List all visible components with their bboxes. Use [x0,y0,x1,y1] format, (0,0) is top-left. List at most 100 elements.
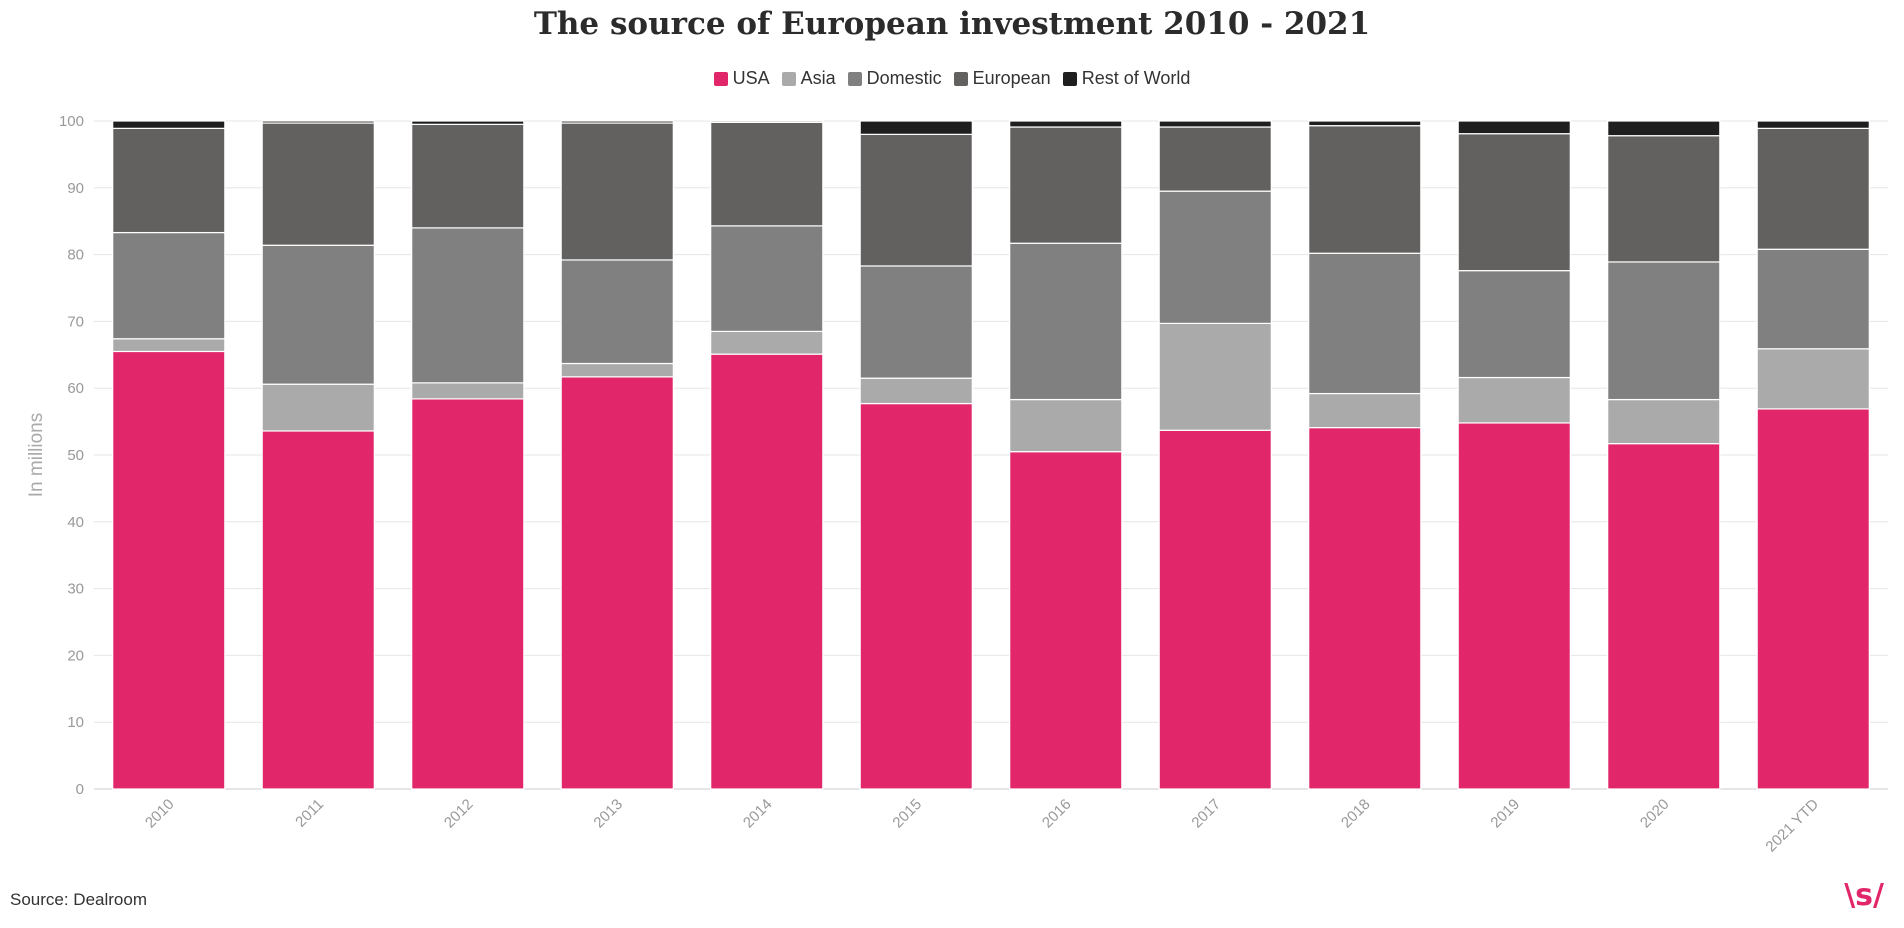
bar-segment [710,225,824,333]
y-tick-label: 30 [67,581,84,598]
x-tick-label: 2015 [889,796,925,832]
y-tick-label: 80 [67,247,84,264]
y-tick-label: 50 [67,447,84,464]
chart-title: The source of European investment 2010 -… [533,6,1371,42]
bar-segment [710,353,824,790]
legend-item[interactable]: Asia [781,68,836,89]
bar-segment [1308,392,1422,429]
legend-item[interactable]: Domestic [847,68,942,89]
bar-segment [411,120,525,125]
bar-segment [1158,322,1272,431]
y-tick-label: 10 [67,714,84,731]
bar-segment [1756,127,1870,250]
source-note: Source: Dealroom [10,890,148,909]
bar-segment [859,377,973,405]
bar-segment [112,338,226,353]
x-tick-label: 2017 [1188,796,1224,832]
legend-label: Domestic [866,68,942,88]
y-tick-label: 100 [59,113,84,130]
bar-segment [1756,248,1870,350]
bar-segment [1009,451,1123,790]
bar-segment [560,376,674,790]
y-tick-label: 20 [67,647,84,664]
y-tick-label: 90 [67,180,84,197]
legend-label: Asia [800,68,836,88]
legend-swatch [953,71,968,86]
legend-swatch [847,71,862,86]
bar-segment [1457,422,1571,790]
bar-segment [710,330,824,355]
bar-segment [710,120,824,123]
bar-segment [560,120,674,124]
x-tick-label: 2019 [1487,796,1523,832]
y-axis-label: In millions [26,413,47,497]
bar-segment [1607,120,1721,137]
legend-label: European [972,68,1051,88]
bar-segment [1009,126,1123,244]
bar-segment [261,383,375,432]
bar-segment [560,259,674,365]
bar-segment [859,120,973,135]
bar-segment [710,121,824,227]
y-tick-label: 60 [67,380,84,397]
bar-segment [859,133,973,267]
bar-segment [1756,348,1870,410]
bar-segment [1607,443,1721,790]
legend-item[interactable]: USA [713,68,770,89]
legend-label: USA [732,68,770,88]
bar-segment [560,362,674,378]
x-tick-label: 2012 [441,796,477,832]
bar-segment [112,127,226,234]
bar-segment [1009,242,1123,401]
bar-segment [261,122,375,246]
bar-segment [1158,120,1272,128]
legend-item[interactable]: Rest of World [1062,68,1190,89]
legend-swatch [781,71,796,86]
bar-segment [411,382,525,400]
bar-segment [1308,125,1422,254]
x-tick-label: 2013 [590,796,626,832]
bar-segment [859,265,973,379]
bar-segment [411,227,525,384]
bar-segment [411,398,525,790]
legend-swatch [1062,71,1077,86]
x-tick-label: 2014 [740,796,776,832]
bar-segment [1158,429,1272,790]
bar-segment [560,122,674,261]
bar-segment [1607,135,1721,263]
bar-segment [112,231,226,340]
bar-segment [261,244,375,385]
bar-segment [1308,252,1422,395]
y-tick-label: 70 [67,313,84,330]
bar-segment [1457,133,1571,272]
y-tick-label: 0 [76,781,84,798]
bar-segment [1308,120,1422,127]
bar-segment [112,120,226,129]
bar-segment [1457,120,1571,135]
bar-segment [1756,408,1870,790]
bar-segment [1158,126,1272,192]
bar-segment [1756,120,1870,129]
bar-segment [261,120,375,124]
bar-segment [261,430,375,790]
x-tick-label: 2021 YTD [1762,796,1822,856]
x-tick-label: 2018 [1338,796,1374,832]
x-tick-label: 2016 [1039,796,1075,832]
bar-segment [1607,261,1721,401]
bar-segment [1457,376,1571,424]
x-tick-label: 2020 [1637,796,1673,832]
x-tick-label: 2010 [142,796,178,832]
legend-item[interactable]: European [953,68,1051,89]
bar-segment [1607,398,1721,445]
brand-logo: \s/ [1844,878,1884,913]
bar-segment [859,402,973,790]
x-tick-label: 2011 [292,796,327,831]
y-tick-label: 40 [67,514,84,531]
bar-segment [1009,120,1123,128]
legend: USA Asia Domestic European Rest of World [0,68,1904,89]
bar-segment [411,123,525,229]
bar-segment [1457,270,1571,379]
bar-segment [112,350,226,790]
bar-segment [1009,398,1123,453]
